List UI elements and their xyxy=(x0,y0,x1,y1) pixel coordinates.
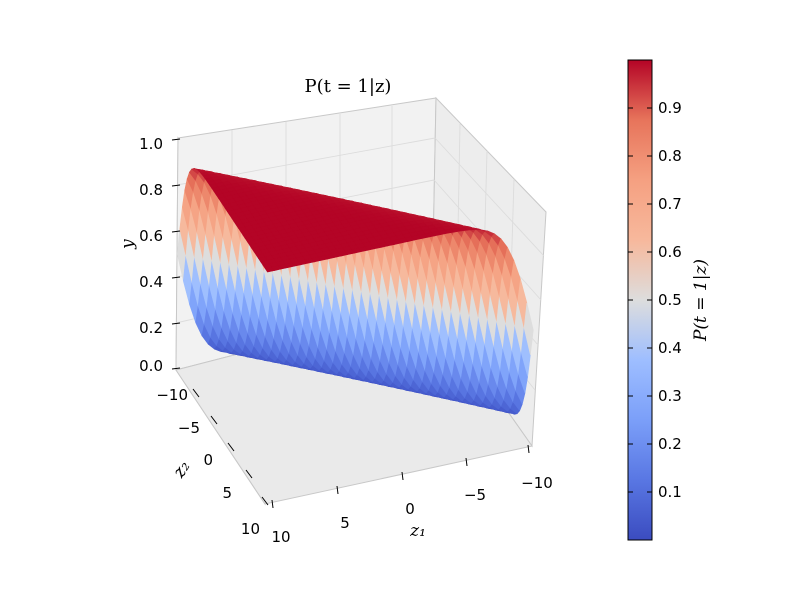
z1-tick-label: −5 xyxy=(464,486,486,504)
z1-tick-label: 10 xyxy=(271,528,290,546)
surface-plot xyxy=(176,167,534,415)
colorbar-tick-label: 0.8 xyxy=(658,147,682,165)
grid-line xyxy=(434,137,545,257)
z-tick xyxy=(171,276,181,279)
z2-tick-label: −5 xyxy=(178,419,200,437)
colorbar-tick-label: 0.2 xyxy=(658,435,682,453)
z-tick xyxy=(171,367,181,370)
x-tick xyxy=(401,471,404,481)
colorbar-tick-label: 0.3 xyxy=(658,387,682,405)
x-tick xyxy=(465,457,468,467)
colorbar-tick-label: 0.9 xyxy=(658,99,682,117)
z-tick xyxy=(171,184,181,187)
x-tick xyxy=(527,444,530,454)
z-tick-label: 0.4 xyxy=(139,273,163,291)
colorbar-tick-label: 0.6 xyxy=(658,243,682,261)
z-tick xyxy=(171,230,181,233)
y-tick xyxy=(261,496,269,506)
colorbar-ticks: 0.1 0.2 0.3 0.4 0.5 0.6 0.7 0.8 0.9 xyxy=(628,99,682,501)
z-tick-label: 0.8 xyxy=(139,181,163,199)
colorbar-tick-label: 0.1 xyxy=(658,483,682,501)
z-tick-label: 0.6 xyxy=(139,227,163,245)
z2-tick-label: 0 xyxy=(203,451,213,469)
colorbar: 0.1 0.2 0.3 0.4 0.5 0.6 0.7 0.8 0.9 P(t = 1|z) xyxy=(627,59,711,541)
colorbar-tick-label: 0.5 xyxy=(658,291,682,309)
z1-tick-label: 5 xyxy=(340,514,350,532)
z1-axis-label: z₁ xyxy=(409,521,426,541)
surface-patch xyxy=(523,302,534,355)
colorbar-label: P(t = 1|z) xyxy=(691,259,711,342)
z2-tick-label: 10 xyxy=(241,520,260,538)
x-tick xyxy=(336,485,339,495)
z2-tick-label: 5 xyxy=(222,484,232,502)
z-tick xyxy=(171,322,181,325)
colorbar-tick-label: 0.7 xyxy=(658,195,682,213)
y-tick xyxy=(227,442,235,452)
z2-tick-label: −10 xyxy=(156,386,188,404)
z2-axis-label: z₂ xyxy=(169,457,195,482)
z-tick-label: 0.2 xyxy=(139,319,163,337)
z1-tick-label: 0 xyxy=(405,500,415,518)
z-tick-label: 0.0 xyxy=(139,357,163,375)
x-tick xyxy=(271,499,274,509)
z1-tick-label: −10 xyxy=(521,474,553,492)
tick-marks xyxy=(171,138,530,509)
z-tick xyxy=(171,138,181,141)
y-tick xyxy=(192,388,200,398)
y-tick xyxy=(245,469,253,479)
chart-title: P(t = 1|z) xyxy=(305,76,392,97)
z1-axis-ticks: 10 5 0 −5 −10 xyxy=(271,474,552,546)
y-tick xyxy=(210,415,218,425)
z-tick-label: 1.0 xyxy=(139,135,163,153)
colorbar-tick-label: 0.4 xyxy=(658,339,682,357)
z2-axis-ticks: −10 −5 0 5 10 xyxy=(156,386,260,538)
z-axis-label: y xyxy=(118,239,138,250)
z-axis-ticks: 1.0 0.8 0.6 0.4 0.2 0.0 xyxy=(139,135,163,375)
